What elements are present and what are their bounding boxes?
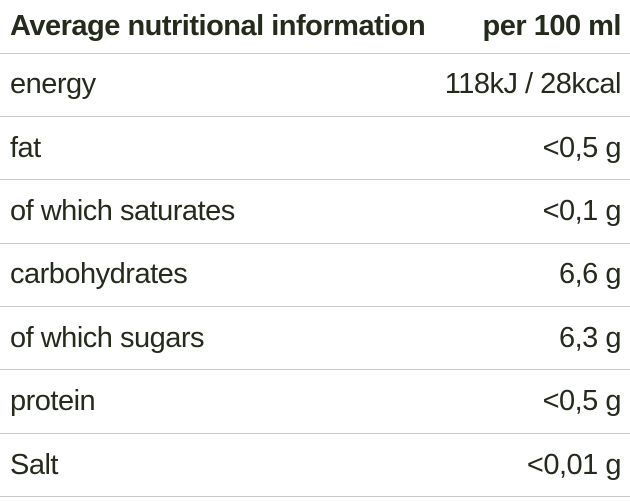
table-row-salt: Salt <0,01 g — [0, 434, 630, 498]
row-label: protein — [10, 385, 96, 418]
row-value: <0,5 g — [542, 131, 622, 164]
row-value: 118kJ / 28kcal — [444, 68, 622, 101]
row-label: of which sugars — [10, 321, 205, 354]
row-label: carbohydrates — [10, 258, 188, 291]
table-row-carbohydrates: carbohydrates 6,6 g — [0, 244, 630, 308]
row-value: <0,1 g — [542, 194, 622, 227]
row-label: fat — [10, 131, 41, 164]
table-row-fat: fat <0,5 g — [0, 117, 630, 181]
row-value: <0,01 g — [526, 448, 622, 481]
table-header-row: Average nutritional information per 100 … — [0, 0, 630, 54]
table-row-protein: protein <0,5 g — [0, 370, 630, 434]
table-row-saturates: of which saturates <0,1 g — [0, 180, 630, 244]
header-label: Average nutritional information — [10, 9, 426, 42]
table-row-energy: energy 118kJ / 28kcal — [0, 54, 630, 117]
row-label: energy — [10, 68, 96, 101]
row-value: 6,6 g — [559, 258, 622, 291]
row-value: <0,5 g — [542, 385, 622, 418]
row-value: 6,3 g — [559, 321, 622, 354]
row-label: Salt — [10, 448, 58, 481]
row-label: of which saturates — [10, 194, 235, 227]
table-row-sugars: of which sugars 6,3 g — [0, 307, 630, 371]
header-unit: per 100 ml — [482, 9, 622, 42]
